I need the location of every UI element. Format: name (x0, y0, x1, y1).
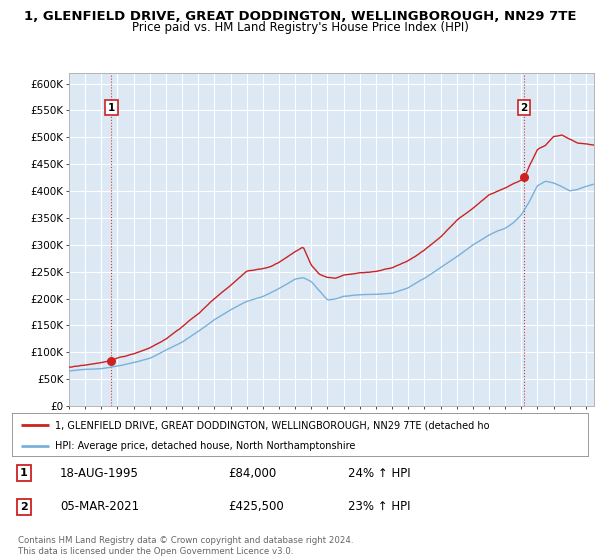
Text: 05-MAR-2021: 05-MAR-2021 (60, 500, 139, 514)
Text: Contains HM Land Registry data © Crown copyright and database right 2024.
This d: Contains HM Land Registry data © Crown c… (18, 536, 353, 556)
Text: 23% ↑ HPI: 23% ↑ HPI (348, 500, 410, 514)
Text: 1, GLENFIELD DRIVE, GREAT DODDINGTON, WELLINGBOROUGH, NN29 7TE: 1, GLENFIELD DRIVE, GREAT DODDINGTON, WE… (24, 10, 576, 23)
Point (519, 173, 529, 182)
Text: £84,000: £84,000 (228, 466, 276, 480)
Text: 1: 1 (108, 103, 115, 113)
Text: 18-AUG-1995: 18-AUG-1995 (60, 466, 139, 480)
Text: HPI: Average price, detached house, North Northamptonshire: HPI: Average price, detached house, Nort… (55, 441, 356, 451)
Text: 1, GLENFIELD DRIVE, GREAT DODDINGTON, WELLINGBOROUGH, NN29 7TE (detached ho: 1, GLENFIELD DRIVE, GREAT DODDINGTON, WE… (55, 421, 490, 430)
Point (107, 356, 116, 365)
Text: £425,500: £425,500 (228, 500, 284, 514)
Text: 2: 2 (520, 103, 527, 113)
Text: Price paid vs. HM Land Registry's House Price Index (HPI): Price paid vs. HM Land Registry's House … (131, 21, 469, 34)
Text: 1: 1 (20, 468, 28, 478)
Text: 2: 2 (20, 502, 28, 512)
Text: 24% ↑ HPI: 24% ↑ HPI (348, 466, 410, 480)
